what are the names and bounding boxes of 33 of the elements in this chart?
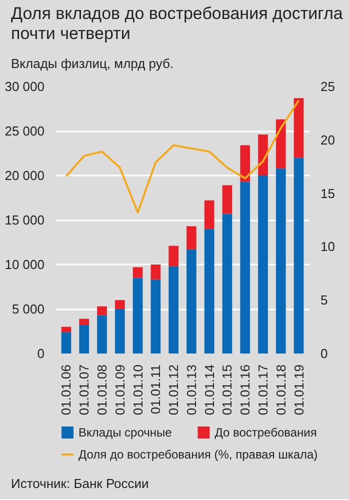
legend-label: До востребования xyxy=(214,426,317,440)
x-tick-label: 01.01.19 xyxy=(291,364,306,416)
y-tick-label: 0 xyxy=(37,346,45,362)
x-tick-label: 01.01.17 xyxy=(255,364,270,416)
x-tick-label: 01.01.13 xyxy=(184,364,199,416)
x-tick-label: 01.01.18 xyxy=(273,364,288,416)
y-tick-label: 5 000 xyxy=(12,302,45,317)
legend-label: Доля до востребования (%, правая шкала) xyxy=(78,448,318,462)
y2-tick-label: 20 xyxy=(320,132,335,148)
x-tick-label: 01.01.11 xyxy=(148,364,164,414)
chart-subtitle: Вклады физлиц, млрд руб. xyxy=(11,54,174,73)
x-tick-label: 01.01.10 xyxy=(130,364,146,416)
text: Источник: Банк России xyxy=(11,475,149,494)
x-tick-label: 01.01.08 xyxy=(94,364,110,416)
x-tick-label: 01.01.15 xyxy=(220,364,235,416)
y-tick-label: 20 000 xyxy=(4,168,45,184)
chart-title: Доля вкладов до востребования достигла почти четверти xyxy=(11,4,344,45)
y2-tick-label: 10 xyxy=(320,240,335,255)
y2-tick-label: 15 xyxy=(320,186,335,202)
x-tick-label: 01.01.07 xyxy=(76,364,92,416)
legend-label: Вклады срочные xyxy=(78,426,172,440)
y-tick-label: 30 000 xyxy=(4,79,45,94)
x-tick-label: 01.01.14 xyxy=(202,364,217,416)
x-tick-label: 01.01.09 xyxy=(112,364,128,416)
y2-tick-label: 25 xyxy=(320,79,335,94)
y2-tick-label: 0 xyxy=(320,346,328,362)
y-tick-label: 25 000 xyxy=(4,124,45,139)
x-tick-label: 01.01.06 xyxy=(58,364,74,416)
x-tick-label: 01.01.16 xyxy=(238,364,253,416)
y-tick-label: 10 000 xyxy=(4,257,45,272)
x-tick-label: 01.01.12 xyxy=(166,364,182,416)
y-tick-label: 15 000 xyxy=(4,212,45,228)
y2-tick-label: 5 xyxy=(320,292,328,308)
